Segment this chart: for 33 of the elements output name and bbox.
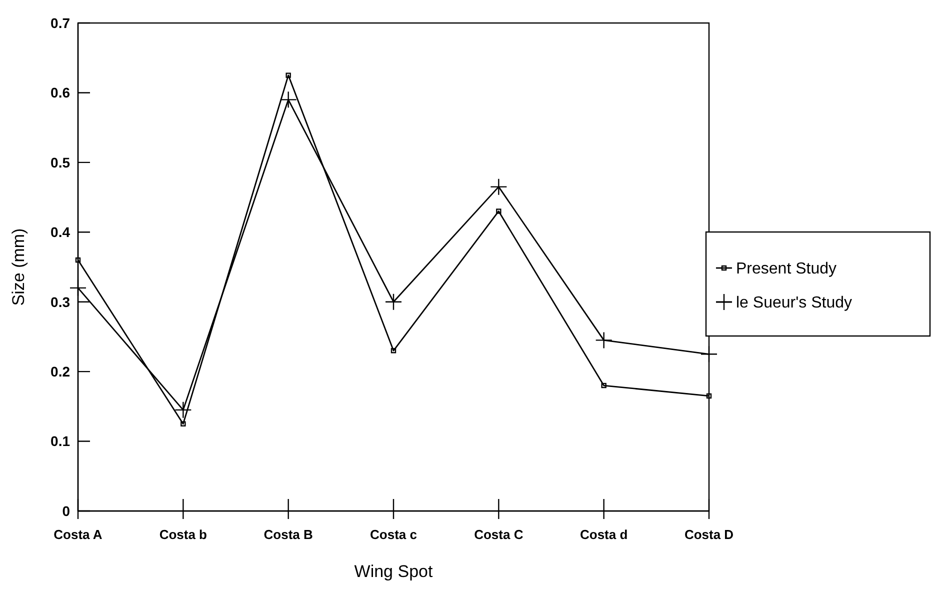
y-tick-label: 0.4 [50,224,70,240]
y-tick-label: 0.6 [50,84,70,101]
point [174,401,192,419]
legend-label: Present Study [736,260,836,278]
point [601,382,606,388]
point [390,348,396,354]
y-tick-label: 0.5 [50,154,70,170]
y-tick-label: 0.7 [50,14,70,31]
point [286,72,291,78]
y-tick-label: 0.1 [50,433,70,450]
x-tick-label: Costa C [474,527,524,542]
y-tick-label: 0.3 [50,294,70,310]
point [384,293,402,310]
y-axis-title: Size (mm) [9,228,28,306]
x-axis-title: Wing Spot [354,562,433,581]
point [69,279,87,297]
point [595,332,612,349]
x-tick-label: Costa B [264,527,313,542]
point [490,178,508,196]
x-tick-label: Costa A [54,527,103,542]
legend-label: le Sueur's Study [736,294,852,312]
x-tick-label: Costa b [159,527,208,542]
x-tick-label: Costa D [684,527,734,542]
point [700,346,718,363]
point [706,393,712,399]
point [280,91,297,108]
point [75,257,81,263]
point [180,421,186,426]
y-tick-label: 0.2 [50,363,70,380]
x-tick-label: Costa d [580,527,628,542]
x-tick-label: Costa c [370,527,417,542]
point [496,208,502,214]
y-tick-label: 0 [62,502,70,519]
